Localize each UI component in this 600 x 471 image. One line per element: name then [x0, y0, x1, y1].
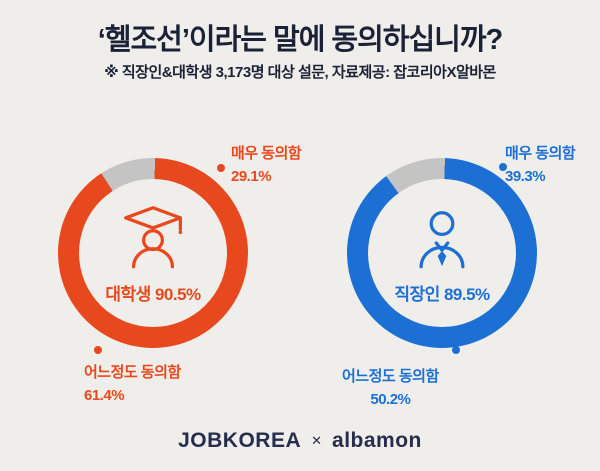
- callout-value: 61.4%: [84, 386, 125, 404]
- page-title: ‘헬조선’이라는 말에 동의하십니까?: [97, 24, 503, 56]
- student-top-marker-dot: [217, 164, 225, 172]
- callout-label: 매우 동의함: [231, 145, 302, 162]
- x-separator-icon: ✕: [311, 433, 323, 448]
- callout-label: 어느정도 동의함: [342, 368, 439, 385]
- albamon-logo: albamon: [332, 429, 422, 452]
- callout-value: 29.1%: [231, 167, 272, 185]
- worker-somewhat-agree-callout: 어느정도 동의함 50.2%: [342, 366, 439, 411]
- student-strongly-agree-callout: 매우 동의함 29.1%: [231, 143, 302, 188]
- worker-bottom-marker-dot: [452, 346, 460, 354]
- worker-donut-center: 직장인 89.5%: [368, 179, 516, 327]
- student-donut-center: 대학생 90.5%: [79, 179, 227, 327]
- subtitle: ※ 직장인&대학생 3,173명 대상 설문, 자료제공: 잡코리아X알바몬: [104, 64, 496, 81]
- worker-donut-chart: 직장인 89.5%: [347, 158, 537, 348]
- student-center-label: 대학생 90.5%: [105, 284, 201, 304]
- jobkorea-logo: JOBKOREA: [178, 429, 302, 452]
- callout-value: 50.2%: [370, 390, 411, 408]
- worker-strongly-agree-callout: 매우 동의함 39.3%: [505, 143, 576, 188]
- callout-label: 어느정도 동의함: [84, 364, 181, 381]
- footer-logos: JOBKOREA ✕ albamon: [0, 429, 600, 453]
- office-worker-icon: [419, 210, 465, 268]
- graduate-student-icon: [124, 205, 183, 268]
- student-somewhat-agree-callout: 어느정도 동의함 61.4%: [84, 362, 181, 407]
- callout-label: 매우 동의함: [505, 145, 576, 162]
- worker-top-marker-dot: [499, 163, 507, 171]
- callout-value: 39.3%: [505, 167, 546, 185]
- student-bottom-marker-dot: [94, 346, 102, 354]
- worker-center-label: 직장인 89.5%: [394, 284, 490, 304]
- student-donut-chart: 대학생 90.5%: [58, 158, 248, 348]
